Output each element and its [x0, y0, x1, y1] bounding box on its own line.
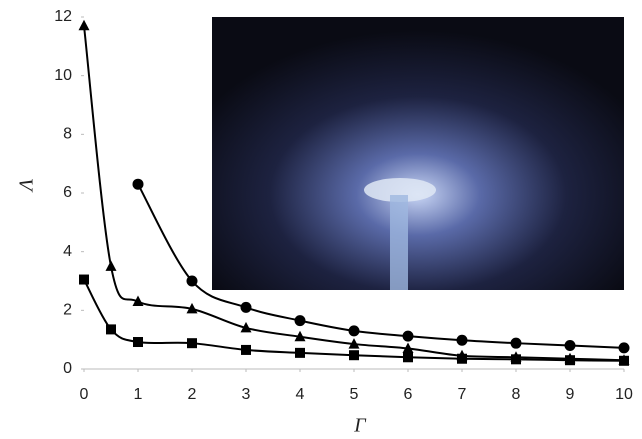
square-marker	[187, 338, 197, 348]
inset-photo	[212, 17, 624, 290]
x-tick-label: 1	[134, 386, 143, 403]
y-tick-label: 10	[54, 67, 72, 84]
x-tick-label: 0	[80, 386, 89, 403]
square-marker	[457, 354, 467, 364]
circle-marker	[187, 276, 198, 287]
x-tick-label: 5	[350, 386, 359, 403]
square-marker	[295, 348, 305, 358]
x-tick-label: 6	[404, 386, 413, 403]
x-tick-label: 2	[188, 386, 197, 403]
square-marker	[619, 356, 629, 366]
circle-marker	[241, 302, 252, 313]
circle-marker	[565, 340, 576, 351]
square-marker	[403, 352, 413, 362]
y-tick-label: 12	[54, 8, 72, 25]
circle-marker	[133, 179, 144, 190]
square-marker	[511, 354, 521, 364]
square-marker	[241, 345, 251, 355]
page: {"chart_data": {"type": "line", "x_label…	[0, 0, 642, 439]
x-tick-label: 3	[242, 386, 251, 403]
triangle-marker	[106, 260, 117, 271]
y-tick-label: 6	[63, 184, 72, 201]
square-marker	[349, 350, 359, 360]
circle-marker	[349, 325, 360, 336]
circle-marker	[511, 338, 522, 349]
x-tick-label: 9	[566, 386, 575, 403]
x-tick-label: 4	[296, 386, 305, 403]
x-tick-label: 7	[458, 386, 467, 403]
circle-marker	[619, 342, 630, 353]
x-axis-title: Γ	[353, 415, 367, 437]
y-tick-label: 2	[63, 302, 72, 319]
square-marker	[565, 355, 575, 365]
triangle-marker	[79, 20, 90, 31]
square-marker	[106, 324, 116, 334]
series-line	[84, 280, 624, 361]
square-marker	[79, 275, 89, 285]
y-tick-label: 8	[63, 126, 72, 143]
y-tick-label: 4	[63, 243, 72, 260]
x-tick-label: 8	[512, 386, 521, 403]
x-tick-label: 10	[615, 386, 633, 403]
square-marker	[133, 337, 143, 347]
chart: Λ Γ 024681012012345678910	[0, 0, 642, 439]
y-tick-label: 0	[63, 360, 72, 377]
y-axis-title: Λ	[16, 179, 38, 193]
circle-marker	[403, 331, 414, 342]
circle-marker	[295, 315, 306, 326]
circle-marker	[457, 335, 468, 346]
